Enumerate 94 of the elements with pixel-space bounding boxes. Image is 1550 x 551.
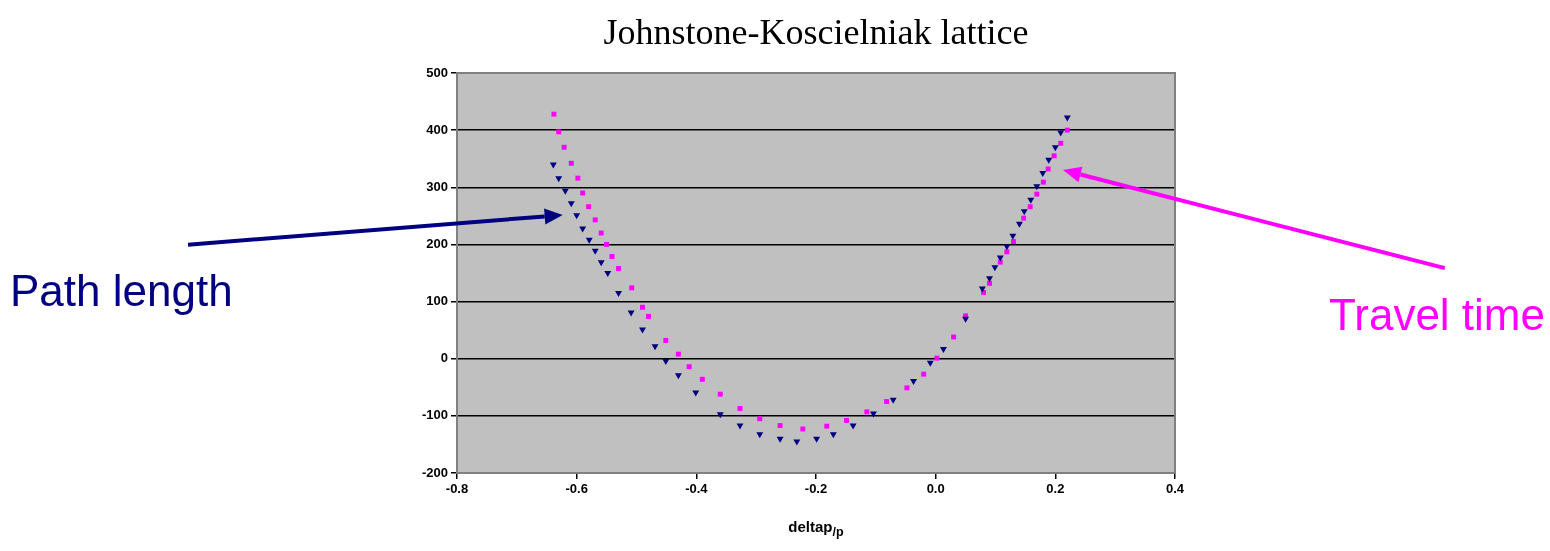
point [699, 376, 705, 382]
y-tick-label: 200 [426, 236, 448, 252]
y-tick-label: 500 [426, 64, 448, 80]
y-tick-label: 100 [426, 293, 448, 309]
point [616, 265, 622, 271]
y-tick-label: -100 [421, 407, 448, 423]
point [1027, 197, 1035, 204]
point [991, 265, 999, 272]
point [663, 337, 669, 343]
point [1009, 233, 1017, 240]
x-tick-label: 0.0 [926, 481, 945, 497]
point [597, 260, 605, 267]
point [674, 373, 682, 380]
point [1021, 215, 1027, 221]
text: Path length [10, 266, 233, 315]
point [1057, 130, 1065, 137]
y-tick-label: 300 [426, 178, 448, 194]
point [573, 213, 581, 220]
point [997, 259, 1003, 265]
point [986, 276, 993, 283]
point [579, 226, 587, 233]
x-tick-label: -0.4 [685, 481, 709, 497]
point [777, 423, 783, 429]
point [757, 416, 763, 422]
point [629, 285, 635, 291]
x-tick-label: -0.6 [565, 481, 588, 497]
point [568, 160, 574, 166]
x-axis-title: deltap$_{/p}$ [787, 518, 845, 539]
point [1015, 221, 1023, 228]
point [1051, 145, 1059, 152]
point [910, 379, 917, 385]
point [904, 385, 910, 391]
point [824, 423, 830, 429]
point [1003, 244, 1011, 251]
point [567, 201, 575, 208]
point [675, 351, 681, 357]
point [962, 316, 970, 323]
y-tick-label: 0 [440, 350, 448, 366]
point [604, 241, 610, 247]
point [604, 271, 612, 277]
point [1064, 127, 1070, 133]
point [1058, 140, 1064, 146]
x-tick-label: 0.2 [1046, 481, 1065, 497]
point [549, 162, 557, 169]
x-tick-label: 0.4 [1165, 481, 1185, 497]
point [939, 347, 947, 353]
point [586, 204, 592, 210]
point [585, 237, 593, 244]
point [651, 344, 659, 351]
text: Travel time [1329, 290, 1545, 339]
point [556, 129, 562, 135]
point [829, 432, 837, 439]
point [844, 417, 849, 423]
point [1010, 239, 1016, 245]
point [1004, 249, 1010, 255]
point [864, 409, 870, 415]
point [1033, 184, 1041, 191]
chart-title: Johnstone-Koscielniak lattice [603, 12, 1029, 52]
point [1034, 191, 1040, 197]
y-tick-label: -200 [421, 464, 448, 480]
point [575, 175, 581, 181]
point [921, 371, 927, 377]
point [615, 291, 623, 297]
point [776, 436, 784, 443]
point [889, 397, 897, 404]
point [561, 188, 569, 195]
point [627, 310, 635, 317]
point [640, 304, 645, 310]
point [662, 359, 670, 365]
point [692, 390, 700, 397]
point [926, 360, 934, 367]
y-tick-label: 400 [426, 121, 448, 137]
point [716, 412, 724, 419]
point [609, 253, 615, 259]
point [1051, 153, 1057, 159]
point [756, 432, 764, 439]
point [1045, 157, 1053, 164]
point [686, 364, 692, 370]
x-tick-label: -0.8 [445, 481, 469, 497]
x-tick-label: -0.2 [804, 481, 828, 497]
point [1020, 209, 1028, 216]
point [551, 111, 557, 117]
point [645, 313, 651, 319]
point [987, 280, 992, 286]
point [1027, 204, 1033, 210]
point [592, 217, 598, 223]
point [813, 436, 821, 443]
point [1039, 171, 1047, 177]
point [934, 355, 940, 361]
point [561, 144, 567, 150]
point [555, 176, 563, 183]
point [1040, 179, 1046, 185]
point [717, 391, 723, 397]
point [884, 399, 890, 405]
